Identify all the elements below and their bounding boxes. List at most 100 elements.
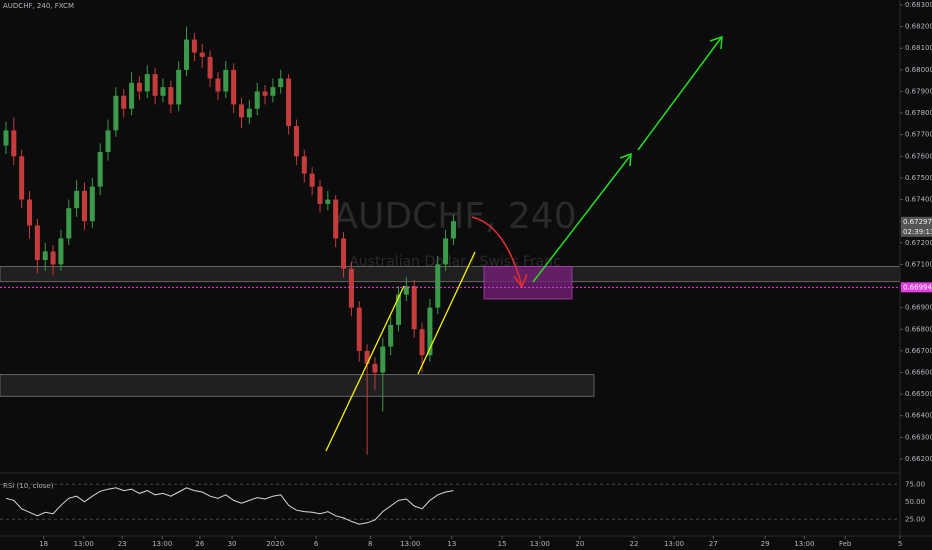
candle-body bbox=[395, 294, 402, 325]
x-tick-label: 13:00 bbox=[794, 540, 814, 548]
candle-body bbox=[184, 39, 190, 70]
arrow bbox=[637, 37, 722, 151]
candle-body bbox=[42, 251, 48, 261]
candle-body bbox=[231, 69, 237, 105]
y-tick-label: 0.67700 bbox=[905, 131, 932, 139]
candle-body bbox=[317, 186, 323, 204]
symbol-title: AUDCHF, 240, FXCM bbox=[3, 2, 74, 10]
candle-body bbox=[66, 208, 72, 239]
countdown-label: 02:39:13 bbox=[903, 228, 932, 236]
candle-body bbox=[168, 87, 174, 105]
candle-body bbox=[105, 130, 111, 152]
candle-body bbox=[427, 307, 433, 356]
candle-body bbox=[262, 91, 268, 96]
candle-body bbox=[74, 190, 80, 209]
candle-body bbox=[293, 126, 299, 157]
y-tick-label: 0.67400 bbox=[905, 196, 932, 204]
candle-body bbox=[121, 95, 127, 109]
candle-body bbox=[81, 190, 87, 222]
x-tick-label: 15 bbox=[498, 540, 507, 548]
candle-body bbox=[34, 225, 40, 261]
y-tick-label: 0.67500 bbox=[905, 174, 932, 182]
x-tick-label: 30 bbox=[228, 540, 237, 548]
y-tick-label: 0.66700 bbox=[905, 347, 932, 355]
x-tick-label: 13 bbox=[447, 540, 456, 548]
candle-body bbox=[450, 221, 456, 239]
x-tick-label: 20 bbox=[575, 540, 584, 548]
y-tick-label: 0.67200 bbox=[905, 239, 932, 247]
candle-body bbox=[286, 78, 292, 127]
y-tick-label: 0.66900 bbox=[905, 304, 932, 312]
candle-body bbox=[403, 286, 409, 295]
level-label: 0.66994 bbox=[903, 283, 932, 291]
x-tick-label: 23 bbox=[118, 540, 127, 548]
rsi-tick-label: 25.00 bbox=[905, 515, 925, 523]
candle-body bbox=[380, 346, 386, 373]
candle-body bbox=[356, 307, 362, 351]
y-tick-label: 0.66300 bbox=[905, 433, 932, 441]
candle-body bbox=[207, 56, 213, 79]
candle-body bbox=[443, 238, 449, 265]
trend-line bbox=[325, 285, 405, 452]
watermark-subtitle: Australian Dollar / Swiss Franc bbox=[349, 254, 561, 270]
candle-body bbox=[199, 52, 205, 57]
y-tick-label: 0.66200 bbox=[905, 455, 932, 463]
zones bbox=[0, 266, 901, 397]
candle-body bbox=[325, 199, 331, 204]
y-tick-label: 0.68200 bbox=[905, 23, 932, 31]
candle-body bbox=[97, 151, 103, 187]
rsi-tick-label: 75.00 bbox=[905, 480, 925, 488]
zone bbox=[483, 266, 573, 300]
arrow-head bbox=[709, 35, 723, 50]
rsi-title: RSI (10, close) bbox=[3, 482, 54, 490]
last-price-label: 0.67297 bbox=[903, 218, 932, 226]
x-tick-label: 13:00 bbox=[664, 540, 684, 548]
candle-body bbox=[191, 39, 197, 53]
candle-body bbox=[129, 82, 135, 109]
y-tick-label: 0.66500 bbox=[905, 390, 932, 398]
y-tick-label: 0.68100 bbox=[905, 44, 932, 52]
candle-body bbox=[435, 264, 441, 308]
candle-body bbox=[238, 104, 244, 118]
x-tick-label: 22 bbox=[630, 540, 639, 548]
x-tick-label: Feb bbox=[839, 540, 852, 548]
candle-body bbox=[152, 74, 158, 96]
rsi-line bbox=[5, 487, 454, 525]
last-price-tag bbox=[901, 216, 932, 237]
x-tick-label: 5 bbox=[898, 540, 902, 548]
candle-body bbox=[419, 329, 425, 356]
candle-body bbox=[348, 268, 354, 308]
candle-body bbox=[388, 324, 394, 347]
candle-body bbox=[113, 95, 119, 131]
candle-body bbox=[372, 363, 378, 373]
y-tick-label: 0.68300 bbox=[905, 1, 932, 9]
candle-body bbox=[309, 173, 315, 187]
candle-body bbox=[246, 108, 252, 118]
arrow bbox=[532, 155, 631, 283]
candle-body bbox=[176, 69, 182, 105]
candle-body bbox=[58, 238, 64, 265]
candle-body bbox=[411, 286, 417, 330]
y-tick-label: 0.67600 bbox=[905, 152, 932, 160]
drawings bbox=[325, 35, 723, 452]
candle-body bbox=[27, 199, 33, 226]
y-tick-label: 0.67900 bbox=[905, 87, 932, 95]
x-tick-label: 29 bbox=[761, 540, 770, 548]
candle-body bbox=[301, 156, 307, 174]
y-tick-label: 0.68000 bbox=[905, 66, 932, 74]
x-tick-label: 13:00 bbox=[530, 540, 550, 548]
candle-body bbox=[341, 238, 347, 269]
x-tick-label: 2020 bbox=[266, 540, 284, 548]
rsi-tick-label: 50.00 bbox=[905, 498, 925, 506]
trend-line bbox=[417, 251, 476, 375]
candle-body bbox=[144, 74, 150, 92]
x-tick-label: 13:00 bbox=[400, 540, 420, 548]
candle-body bbox=[19, 156, 25, 200]
x-tick-label: 6 bbox=[314, 540, 319, 548]
candle-body bbox=[3, 130, 9, 146]
x-tick-label: 26 bbox=[195, 540, 204, 548]
candle-body bbox=[136, 82, 142, 92]
candle-body bbox=[215, 78, 221, 92]
candle-body bbox=[160, 87, 166, 96]
candle-body bbox=[333, 199, 339, 239]
